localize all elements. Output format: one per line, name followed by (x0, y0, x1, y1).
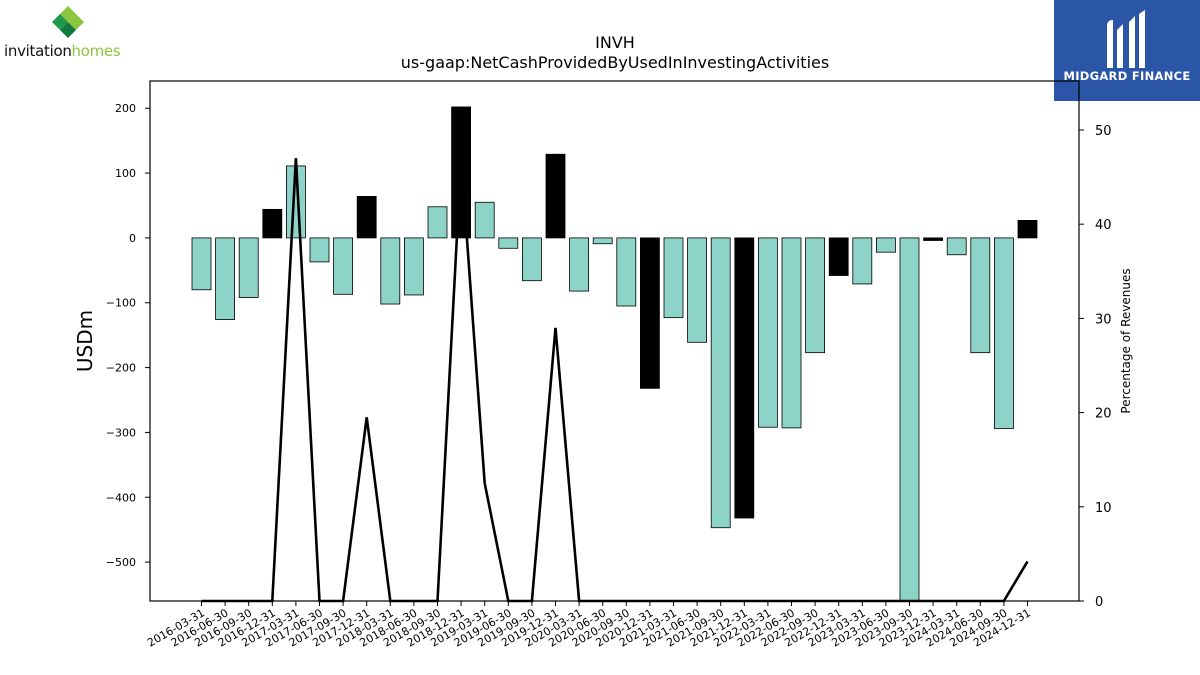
bar-2019-06-30 (498, 237, 519, 249)
bar-2024-12-31 (1017, 220, 1038, 239)
bar-2016-12-31 (262, 208, 283, 239)
y-tick-label: 0 (129, 232, 136, 245)
invitation-homes-logo: invitationhomes (4, 4, 134, 60)
bar-2022-09-30 (805, 237, 825, 354)
y2-tick-label: 50 (1095, 124, 1112, 139)
midgard-finance-text: MIDGARD FINANCE (1063, 69, 1191, 83)
bar-2017-06-30 (309, 237, 330, 263)
y-tick-label: 100 (115, 167, 136, 180)
bar-2022-03-31 (758, 237, 778, 428)
bar-2018-06-30 (403, 237, 424, 296)
bar-2021-09-30 (710, 237, 731, 529)
left-y-axis: −500 −400 −300 −200 −100 0 100 200 (106, 102, 150, 569)
bar-2020-03-31 (569, 237, 589, 292)
bar-2019-09-30 (522, 237, 542, 282)
y2-axis-label: Percentage of Revenues (1119, 268, 1133, 413)
bar-series (191, 106, 1038, 602)
bar-2023-06-30 (876, 237, 896, 253)
invitation-homes-wordmark: invitationhomes (4, 42, 121, 60)
y-tick-label: −500 (106, 556, 136, 569)
right-y-axis: 0 10 20 30 40 50 (1079, 124, 1112, 610)
bar-2022-06-30 (781, 237, 802, 429)
bar-2023-12-31 (923, 237, 943, 241)
bar-2021-12-31 (734, 237, 755, 519)
midgard-m-icon (1107, 10, 1145, 68)
invitation-homes-leaf-icon (52, 6, 84, 38)
bar-2024-06-30 (970, 237, 991, 354)
y-tick-label: 200 (115, 102, 136, 115)
bar-2018-09-30 (427, 206, 448, 239)
bar-2020-06-30 (592, 237, 613, 245)
bar-2024-03-31 (946, 237, 967, 256)
bar-2019-03-31 (474, 201, 495, 239)
bar-2017-12-31 (356, 196, 377, 239)
midgard-finance-logo: MIDGARD FINANCE (1054, 0, 1200, 101)
bar-2016-06-30 (215, 237, 236, 321)
bar-2020-12-31 (640, 237, 660, 389)
y-tick-label: −300 (106, 426, 136, 439)
y-tick-label: −100 (106, 297, 136, 310)
y-axis-label: USDm (73, 310, 97, 372)
bar-2020-09-30 (616, 237, 637, 307)
plot-frame (149, 80, 1080, 602)
bar-2023-03-31 (852, 237, 873, 285)
y-tick-label: −200 (106, 362, 136, 375)
y2-tick-label: 10 (1095, 501, 1112, 516)
bar-2021-03-31 (663, 237, 684, 319)
chart-title: INVH (595, 33, 635, 52)
bar-2018-03-31 (380, 237, 401, 305)
logo-word-homes: homes (71, 42, 121, 60)
y-tick-label: −400 (106, 491, 136, 504)
bar-2016-03-31 (191, 237, 212, 291)
x-axis: 2016-03-312016-06-302016-09-302016-12-31… (145, 601, 1033, 650)
y2-tick-label: 30 (1095, 312, 1112, 327)
y2-tick-label: 20 (1095, 407, 1112, 422)
bar-2021-06-30 (687, 237, 707, 343)
chart-subtitle: us-gaap:NetCashProvidedByUsedInInvesting… (401, 53, 829, 72)
bar-2019-12-31 (545, 153, 566, 239)
y2-tick-label: 0 (1095, 595, 1103, 610)
bar-2016-09-30 (238, 237, 259, 298)
y2-tick-label: 40 (1095, 218, 1112, 233)
bar-2017-09-30 (333, 237, 354, 295)
bar-2023-09-30 (899, 237, 920, 602)
bar-2022-12-31 (828, 237, 849, 276)
bar-2024-09-30 (994, 237, 1014, 429)
logo-word-invitation: invitation (4, 42, 72, 60)
